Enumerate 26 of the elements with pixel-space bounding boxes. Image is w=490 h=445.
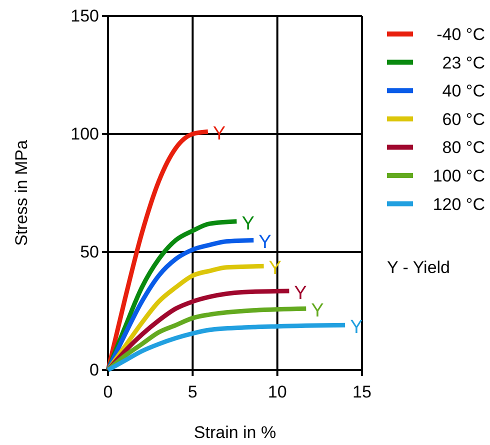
x-tick-label: 10 [268, 382, 287, 402]
text: Y - Yield [387, 258, 450, 277]
annotation: Y [242, 213, 255, 234]
line-series [106, 129, 210, 372]
y-tick-label: 150 [70, 6, 99, 26]
y-tick-label: 0 [90, 360, 99, 380]
y-tick-label: 100 [70, 124, 99, 144]
line-series [106, 288, 292, 372]
line-series [106, 322, 348, 372]
x-tick-label: 15 [352, 382, 372, 402]
legend-label: 23 °C [442, 53, 485, 72]
legend-label: 40 °C [442, 82, 485, 101]
line-series [106, 238, 256, 372]
y-axis-title: Stress in MPa [12, 140, 31, 246]
legend-label: 100 °C [432, 166, 485, 186]
annotation: Y [311, 300, 324, 322]
annotation: Y [258, 232, 272, 254]
x-tick-label: 0 [103, 382, 113, 402]
legend-label: 80 °C [442, 138, 485, 158]
legend-label: 120 °C [432, 194, 485, 214]
legend-label: 60 °C [442, 110, 485, 129]
y-tick-label: 50 [80, 242, 99, 262]
legend-label: -40 °C [436, 25, 485, 44]
x-axis-title: Strain in % [194, 423, 276, 442]
annotation: Y [294, 282, 308, 304]
x-tick-label: 5 [188, 382, 198, 402]
